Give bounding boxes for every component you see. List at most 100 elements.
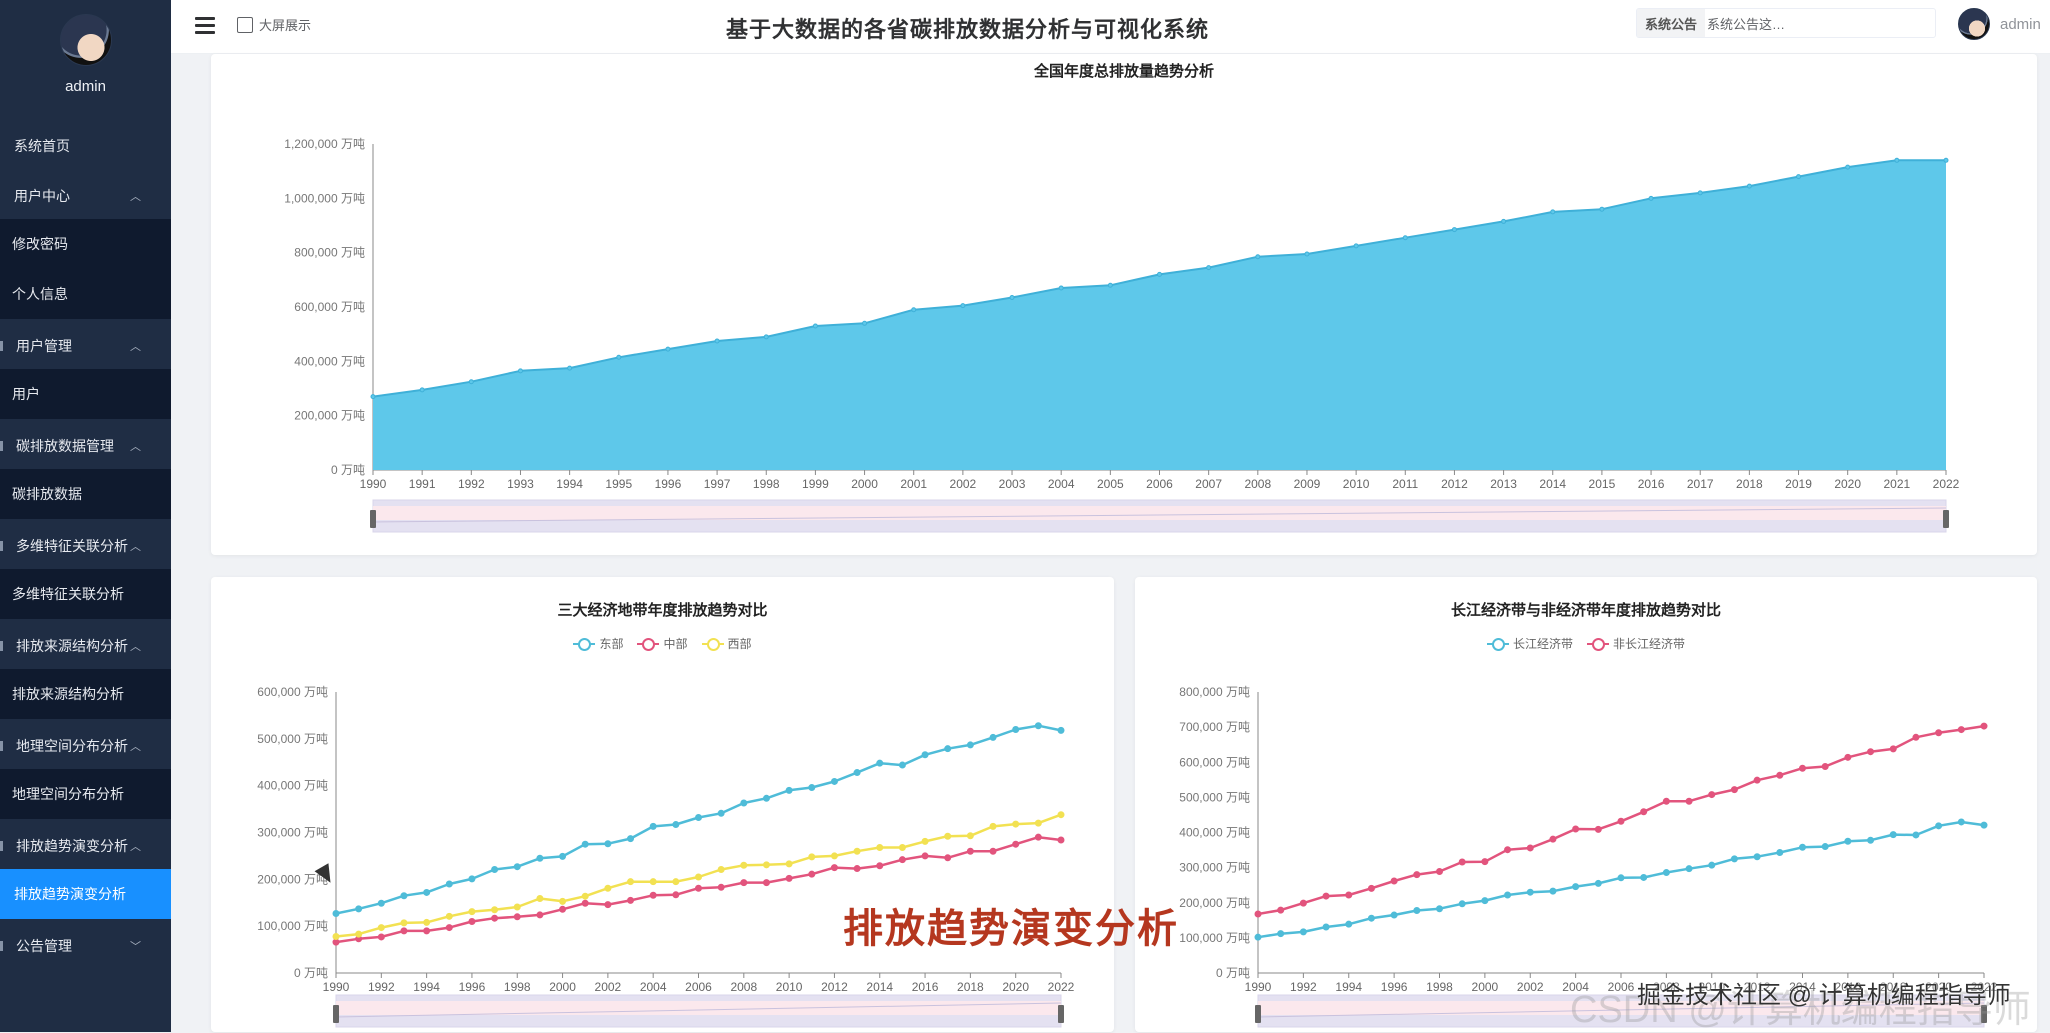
svg-text:1998: 1998 [753,477,780,491]
svg-text:1990: 1990 [323,980,350,994]
chevron-up-icon: ︿ [130,841,141,853]
legend-item-middle[interactable]: 中部 [637,635,688,652]
line-chart-yangtze[interactable]: 0 万吨 100,000 万吨 200,000 万吨 300,000 万吨 400,00… [1135,577,2037,1032]
sidebar: admin 系统首页 用户中心 ︿ 修改密码 个人信息 用户管理 ︿ 用户 碳排放数据管理 ︿ 碳排… [0,0,171,1032]
svg-text:300,000 万吨: 300,000 万吨 [1179,861,1250,875]
legend-item-yangtze[interactable]: 长江经济带 [1486,635,1573,652]
sidebar-item[interactable]: 碳排放数据管理 ︿ [0,421,171,471]
area-chart-national[interactable]: 0 万吨 200,000 万吨 400,000 万吨 600,000 万吨 800,00… [211,54,2037,555]
svg-text:1996: 1996 [655,477,682,491]
svg-text:300,000 万吨: 300,000 万吨 [257,826,328,840]
sidebar-item[interactable]: 个人信息 [0,269,171,319]
sidebar-item[interactable]: 排放来源结构分析 [0,669,171,719]
svg-text:2012: 2012 [1441,477,1468,491]
sidebar-item[interactable]: 修改密码 [0,219,171,269]
user-dropdown[interactable]: admin [1958,8,2041,40]
svg-text:1,000,000 万吨: 1,000,000 万吨 [284,191,365,205]
svg-text:600,000 万吨: 600,000 万吨 [1179,755,1250,769]
svg-text:1990: 1990 [360,477,387,491]
hamburger-icon[interactable] [195,17,215,35]
svg-text:1992: 1992 [368,980,395,994]
sidebar-item-label: 多维特征关联分析 [16,538,128,554]
chevron-up-icon: ︿ [130,191,141,203]
svg-text:2011: 2011 [1392,477,1418,491]
sidebar-item[interactable]: 排放趋势演变分析 [0,869,171,919]
svg-text:2013: 2013 [1490,477,1517,491]
svg-text:2006: 2006 [685,980,712,994]
menu-icon [0,341,3,351]
sidebar-item[interactable]: 用户中心 ︿ [0,171,171,221]
sidebar-item-label: 修改密码 [12,236,68,252]
svg-text:1999: 1999 [802,477,829,491]
svg-text:2009: 2009 [1294,477,1321,491]
sidebar-item[interactable]: 多维特征关联分析 [0,569,171,619]
svg-text:2003: 2003 [999,477,1026,491]
svg-text:2008: 2008 [1244,477,1271,491]
sidebar-item[interactable]: 地理空间分布分析 ︿ [0,721,171,771]
svg-text:2012: 2012 [1744,980,1771,994]
sidebar-item-label: 多维特征关联分析 [12,586,124,602]
svg-text:1994: 1994 [556,477,583,491]
chart-card-yangtze: 长江经济带与非经济带年度排放趋势对比 长江经济带 非长江经济带 0 万吨 100,… [1135,577,2037,1032]
presentation-icon [237,16,253,33]
svg-text:2020: 2020 [1834,477,1861,491]
sidebar-item[interactable]: 地理空间分布分析 [0,769,171,819]
sidebar-item[interactable]: 排放趋势演变分析 ︿ [0,821,171,871]
svg-text:2018: 2018 [1736,477,1763,491]
watermark-background: CSDN @计算机编程指导师 [1570,989,2031,1031]
chart-legend: 长江经济带 非长江经济带 [1135,635,2037,652]
svg-text:400,000 万吨: 400,000 万吨 [257,779,328,793]
legend-item-non-yangtze[interactable]: 非长江经济带 [1587,635,1685,652]
sidebar-profile: admin [0,0,171,125]
svg-text:1993: 1993 [507,477,534,491]
svg-text:2016: 2016 [912,980,939,994]
svg-text:800,000 万吨: 800,000 万吨 [1179,685,1250,699]
sidebar-item-label: 排放来源结构分析 [16,638,128,654]
sidebar-item[interactable]: 排放来源结构分析 ︿ [0,621,171,671]
sidebar-item[interactable]: 公告管理 ﹀ [0,921,171,971]
avatar[interactable] [59,14,112,66]
bigscreen-label: 大屏展示 [259,18,312,33]
notice-marquee[interactable]: 系统公告 系统公告这… [1636,8,1936,38]
sidebar-item[interactable]: 用户 [0,369,171,419]
chart-title: 长江经济带与非经济带年度排放趋势对比 [1450,602,1721,619]
sidebar-item[interactable]: 用户管理 ︿ [0,321,171,371]
chevron-up-icon: ︿ [130,441,141,453]
svg-text:1,200,000 万吨: 1,200,000 万吨 [284,137,365,151]
sidebar-item[interactable]: 系统首页 [0,121,171,171]
svg-text:700,000 万吨: 700,000 万吨 [1179,720,1250,734]
sidebar-item-label: 碳排放数据管理 [16,438,114,454]
notice-tag: 系统公告 [1637,9,1706,37]
chart-card-regions: 三大经济地带年度排放趋势对比 东部 中部 西部 0 万吨 100,000 万吨 20… [211,577,1114,1032]
bigscreen-button[interactable]: 大屏展示 [237,15,311,34]
svg-text:2000: 2000 [851,477,878,491]
menu-icon [0,641,3,651]
svg-text:2010: 2010 [776,980,803,994]
datazoom-handle-left [1255,1005,1261,1023]
svg-text:2006: 2006 [1608,980,1635,994]
svg-text:2015: 2015 [1589,477,1616,491]
sidebar-item-label: 地理空间分布分析 [12,786,124,802]
svg-text:2005: 2005 [1097,477,1124,491]
svg-text:2008: 2008 [730,980,757,994]
svg-text:2022: 2022 [1933,477,1960,491]
svg-text:600,000 万吨: 600,000 万吨 [294,300,365,314]
svg-text:400,000 万吨: 400,000 万吨 [294,354,365,368]
svg-text:100,000 万吨: 100,000 万吨 [1179,931,1250,945]
svg-text:2006: 2006 [1146,477,1173,491]
svg-text:1998: 1998 [1426,980,1453,994]
sidebar-item[interactable]: 多维特征关联分析 ︿ [0,521,171,571]
svg-text:2018: 2018 [957,980,984,994]
sidebar-item-label: 排放来源结构分析 [12,686,124,702]
sidebar-username: admin [65,78,106,95]
legend-item-east[interactable]: 东部 [573,635,623,652]
svg-text:2019: 2019 [1785,477,1812,491]
svg-text:200,000 万吨: 200,000 万吨 [1179,896,1250,910]
legend-item-west[interactable]: 西部 [701,635,752,652]
line-chart-regions[interactable]: 0 万吨 100,000 万吨 200,000 万吨 300,000 万吨 400,00… [211,577,1114,1032]
sidebar-item-label: 用户管理 [16,338,72,354]
legend-marker-icon [1486,637,1509,651]
svg-text:100,000 万吨: 100,000 万吨 [257,919,328,933]
notice-text: 系统公告这… [1707,16,1786,32]
sidebar-item[interactable]: 碳排放数据 [0,469,171,519]
